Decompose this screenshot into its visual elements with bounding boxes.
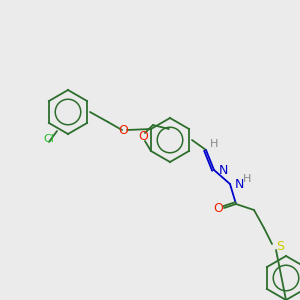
Text: O: O: [138, 130, 148, 143]
Text: N: N: [219, 164, 228, 178]
Text: N: N: [235, 178, 244, 191]
Text: Cl: Cl: [44, 134, 54, 144]
Text: S: S: [276, 239, 284, 253]
Text: H: H: [243, 174, 251, 184]
Text: O: O: [118, 124, 128, 136]
Text: O: O: [213, 202, 223, 214]
Text: H: H: [210, 139, 218, 149]
